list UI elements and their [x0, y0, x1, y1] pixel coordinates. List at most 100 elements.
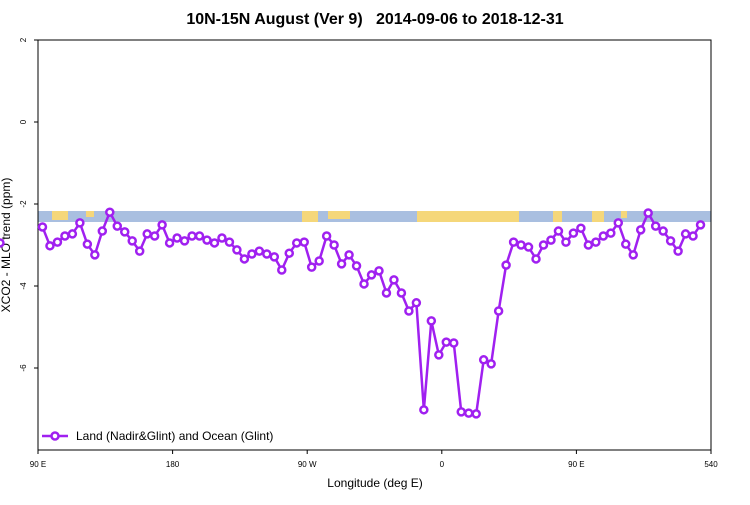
plot-frame [37, 39, 712, 451]
series-line [41, 209, 702, 416]
data-point [52, 237, 63, 247]
y-tick-label: 2 [19, 37, 28, 42]
data-point [314, 256, 324, 266]
data-point [149, 231, 160, 241]
data-point [0, 238, 5, 248]
chart-title: 10N-15N August (Ver 9) 2014-09-06 to 201… [186, 11, 563, 28]
data-point [396, 288, 407, 298]
data-point [90, 250, 100, 260]
x-tick-label: 90 E [30, 460, 46, 469]
data-point [284, 248, 295, 258]
data-point [516, 240, 526, 250]
x-tick-label: 90 E [568, 460, 584, 469]
data-point [471, 409, 481, 419]
data-point [239, 254, 250, 264]
x-axis-label: Longitude (deg E) [327, 476, 422, 490]
data-point [187, 231, 197, 241]
data-point [389, 275, 399, 285]
data-point [665, 236, 676, 246]
data-point [299, 237, 309, 247]
y-tick-label: -2 [19, 200, 28, 208]
data-point [621, 239, 631, 249]
data-point [254, 246, 265, 256]
data-point [97, 226, 108, 236]
data-point [351, 261, 362, 271]
data-point [112, 221, 123, 231]
data-point [306, 262, 317, 272]
data-point [142, 229, 152, 239]
data-point [501, 260, 511, 270]
data-point [164, 238, 175, 248]
data-point [67, 229, 78, 239]
data-point [486, 359, 496, 369]
data-point [583, 240, 594, 250]
data-point [247, 249, 257, 259]
data-point [493, 306, 504, 316]
data-point [553, 226, 564, 236]
data-point [60, 231, 70, 241]
x-tick-label: 180 [166, 460, 180, 469]
data-point [224, 237, 235, 247]
data-point [45, 241, 55, 251]
data-point [568, 228, 579, 238]
data-point [381, 288, 392, 298]
data-point [344, 250, 354, 260]
data-point [119, 227, 130, 237]
data-point [336, 259, 347, 269]
data-point [613, 218, 624, 228]
y-axis-label: XCO2 - MLO trend (ppm) [0, 178, 13, 313]
x-tick-label: 540 [704, 460, 718, 469]
data-point [321, 231, 332, 241]
data-point [695, 220, 706, 230]
data-point [262, 249, 272, 259]
data-point [576, 223, 586, 233]
data-point [134, 246, 145, 256]
data-point [232, 245, 242, 255]
data-point [538, 240, 549, 250]
data-point [441, 337, 452, 347]
data-point [419, 405, 429, 415]
data-point [628, 250, 638, 260]
data-point [523, 242, 534, 252]
data-point [194, 231, 205, 241]
data-point [546, 235, 556, 245]
data-point [172, 233, 182, 243]
x-tick-label: 90 W [298, 460, 317, 469]
y-tick-label: -6 [19, 364, 28, 372]
data-point [37, 222, 48, 232]
data-point [179, 236, 190, 246]
data-point [673, 246, 683, 256]
data-point [688, 231, 698, 241]
x-tick-label: 0 [440, 460, 445, 469]
data-point [456, 407, 466, 417]
data-point [75, 218, 85, 228]
data-point [463, 408, 474, 418]
data-point [105, 207, 115, 217]
data-point [329, 240, 339, 250]
legend-marker [50, 431, 60, 441]
data-point [359, 279, 369, 289]
y-tick-label: 0 [19, 119, 28, 124]
data-point [658, 226, 668, 236]
data-point [591, 237, 601, 247]
data-point [598, 231, 609, 241]
data-point [127, 236, 137, 246]
data-point [291, 238, 302, 248]
data-point [531, 254, 541, 264]
y-tick-label: -4 [19, 282, 28, 290]
data-point [411, 298, 422, 308]
data-point [202, 235, 212, 245]
data-point [157, 220, 167, 230]
data-point [449, 338, 459, 348]
data-point [561, 237, 571, 247]
data-point [680, 229, 691, 239]
data-point [269, 252, 280, 262]
legend-label: Land (Nadir&Glint) and Ocean (Glint) [76, 429, 273, 443]
data-point [374, 266, 384, 276]
data-point [82, 239, 93, 249]
data-point [209, 238, 220, 248]
data-point [217, 233, 227, 243]
data-point [404, 306, 414, 316]
data-point [635, 225, 646, 235]
